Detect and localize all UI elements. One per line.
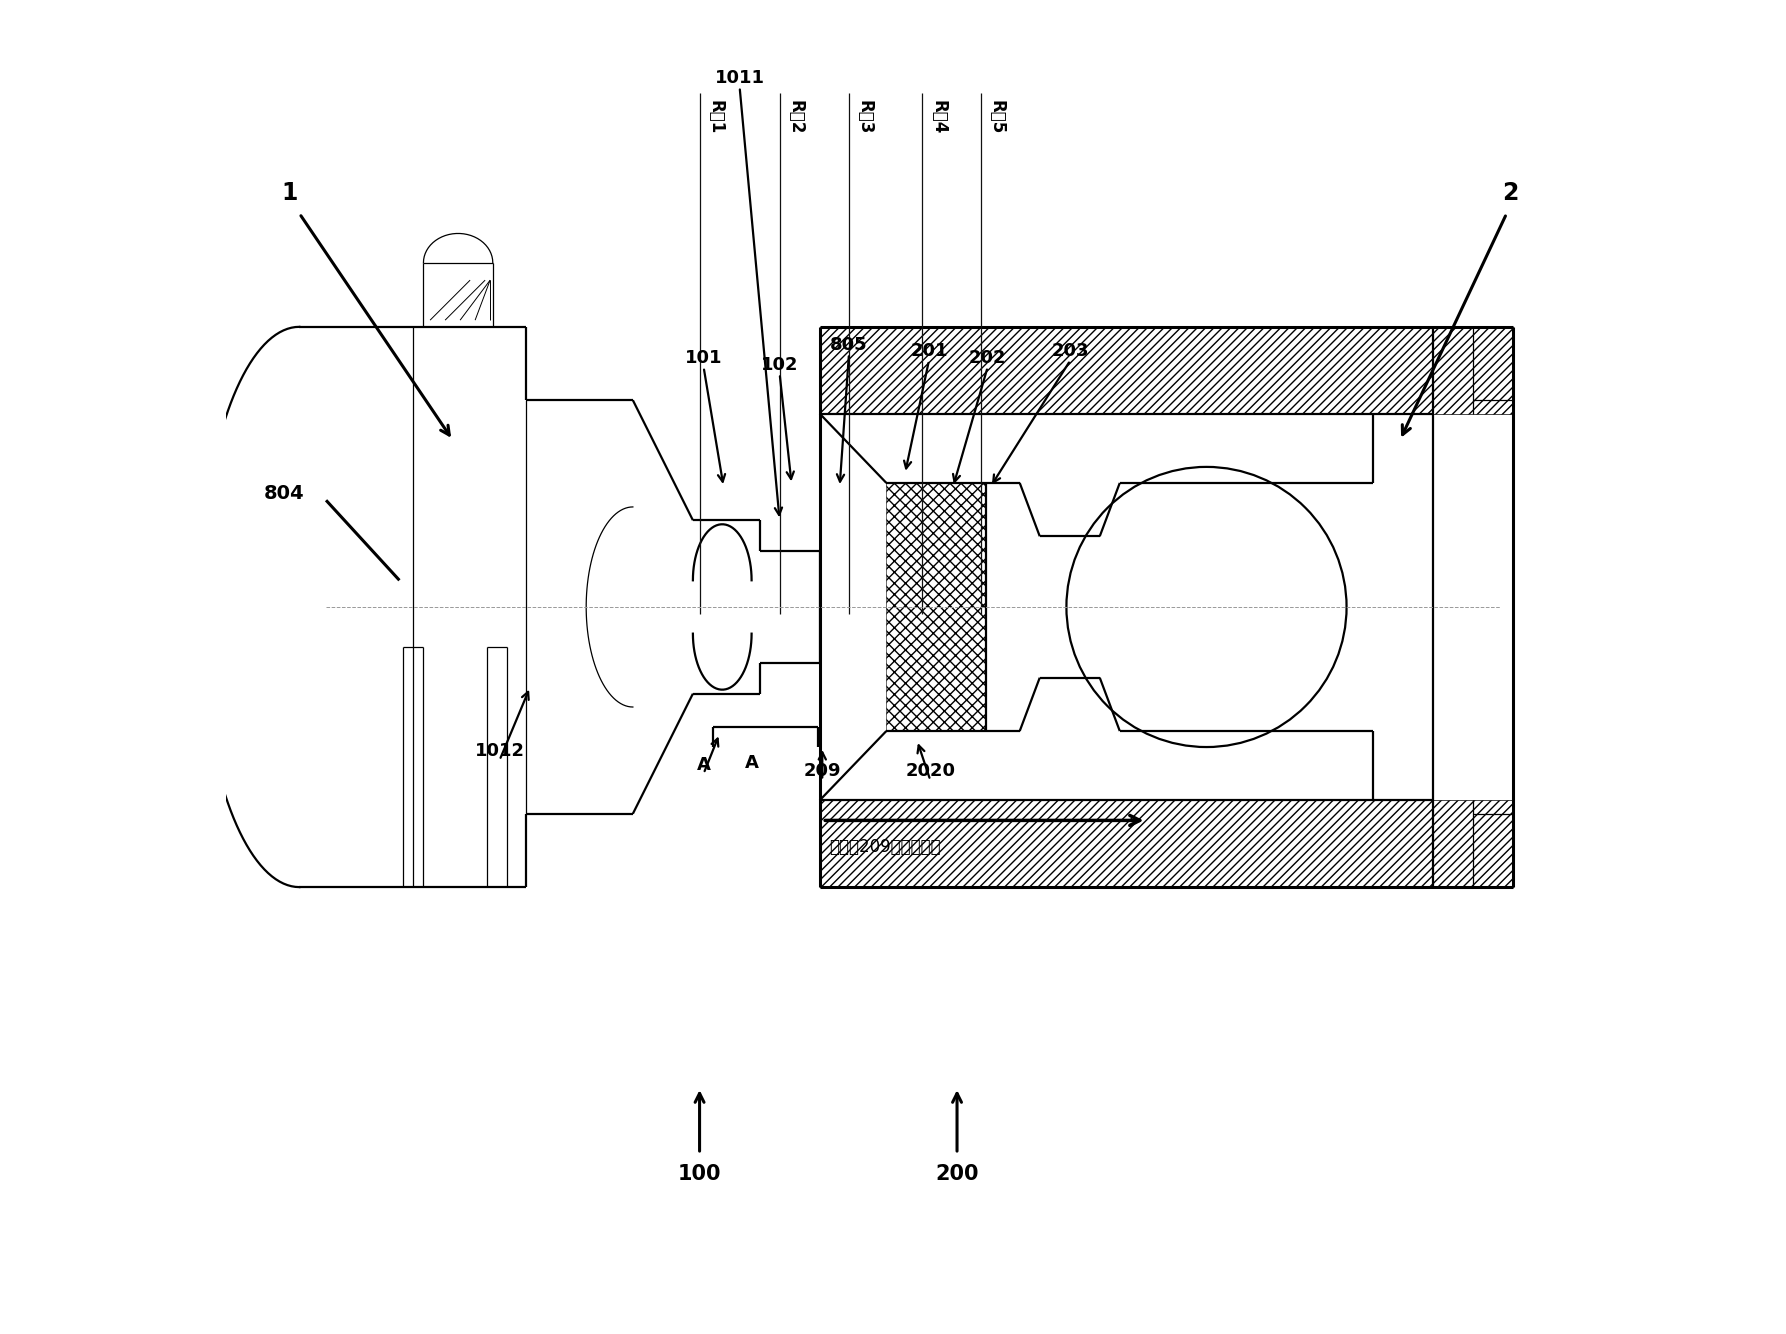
Text: A: A [697,756,711,774]
Text: 201: 201 [911,343,948,360]
Text: R尺1: R尺1 [705,100,725,135]
Text: 1012: 1012 [475,743,525,760]
Text: R尺2: R尺2 [786,100,804,135]
Text: 2020: 2020 [906,763,956,780]
Text: R尺5: R尺5 [988,100,1006,135]
Text: 100: 100 [679,1165,722,1183]
Text: R尺4: R尺4 [929,100,947,135]
Text: 1011: 1011 [714,69,764,87]
Text: 101: 101 [684,350,722,367]
Text: 1: 1 [282,181,298,205]
Text: A: A [745,754,759,772]
Text: 200: 200 [936,1165,979,1183]
Text: 从孔口209向孔内方向: 从孔口209向孔内方向 [829,838,941,856]
Text: 209: 209 [804,763,841,780]
Text: 804: 804 [263,484,304,503]
Text: 203: 203 [1052,343,1089,360]
Text: 2: 2 [1502,181,1518,205]
Text: R尺3: R尺3 [855,100,873,135]
Text: 805: 805 [830,336,868,354]
Text: 202: 202 [970,350,1007,367]
Text: 102: 102 [761,356,798,374]
